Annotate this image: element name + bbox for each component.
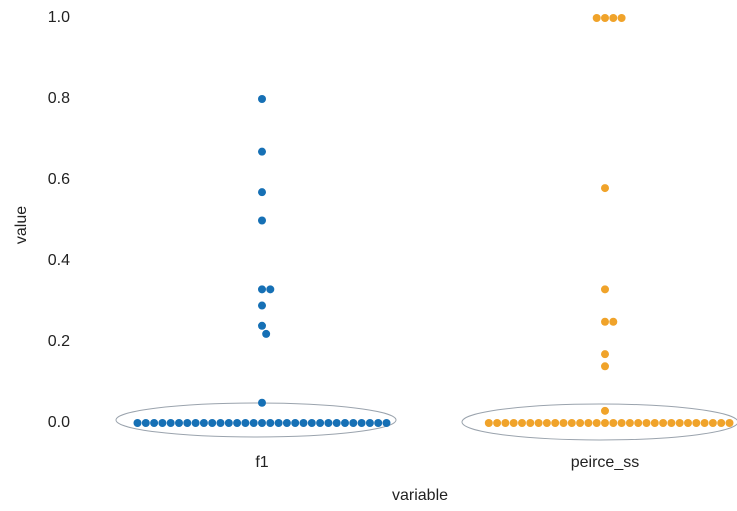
point	[258, 321, 266, 330]
point	[617, 419, 626, 427]
point	[700, 419, 709, 427]
point	[332, 419, 341, 427]
point	[158, 419, 167, 427]
point	[150, 419, 159, 427]
y-tick-label: 0.2	[48, 333, 70, 350]
point	[266, 285, 275, 294]
point	[708, 419, 717, 427]
point	[484, 419, 493, 427]
point	[501, 419, 510, 427]
point	[601, 406, 609, 415]
point	[258, 419, 266, 427]
point	[642, 419, 651, 427]
point	[534, 419, 543, 427]
point	[374, 419, 383, 427]
point	[299, 419, 308, 427]
point	[183, 419, 192, 427]
point	[208, 419, 217, 427]
point	[518, 419, 526, 427]
point	[382, 419, 391, 427]
point	[175, 419, 183, 427]
y-tick-label: 0.6	[48, 171, 70, 188]
point	[357, 419, 366, 427]
x-axis-label: variable	[392, 487, 448, 504]
point	[650, 419, 659, 427]
point	[601, 350, 609, 359]
point	[617, 14, 626, 22]
outline	[115, 402, 397, 438]
y-tick-label: 0.4	[48, 252, 70, 269]
point	[609, 419, 618, 427]
point	[233, 419, 242, 427]
point	[692, 419, 701, 427]
point	[493, 419, 502, 427]
point	[282, 419, 291, 427]
point	[717, 419, 726, 427]
point	[725, 419, 734, 427]
y-axis-label: value	[13, 206, 30, 244]
point	[526, 419, 535, 427]
point	[349, 419, 358, 427]
point	[542, 419, 551, 427]
x-tick-label: peirce_ss	[571, 454, 639, 471]
point	[224, 419, 233, 427]
point	[365, 419, 374, 427]
point	[592, 419, 601, 427]
point	[584, 419, 593, 427]
point	[258, 301, 266, 310]
point	[241, 419, 250, 427]
point	[316, 419, 325, 427]
point	[601, 14, 609, 22]
point	[609, 14, 618, 22]
point	[262, 329, 271, 338]
point	[258, 188, 266, 197]
point	[601, 362, 609, 371]
point	[634, 419, 643, 427]
point	[559, 419, 568, 427]
point	[601, 184, 609, 193]
y-tick-label: 0.0	[48, 414, 70, 431]
point	[166, 419, 175, 427]
point	[258, 398, 266, 407]
point	[567, 419, 576, 427]
point	[601, 317, 609, 326]
point	[258, 147, 266, 156]
point	[258, 216, 266, 225]
point	[609, 317, 618, 326]
point	[191, 419, 200, 427]
point	[509, 419, 518, 427]
point	[274, 419, 283, 427]
point	[625, 419, 634, 427]
point	[324, 419, 333, 427]
point	[675, 419, 684, 427]
point	[592, 14, 601, 22]
y-tick-label: 1.0	[48, 9, 70, 26]
point	[258, 95, 266, 103]
point	[249, 419, 258, 427]
point	[341, 419, 349, 427]
point	[199, 419, 208, 427]
point	[291, 419, 300, 427]
point	[551, 419, 560, 427]
y-tick-label: 0.8	[48, 90, 70, 107]
point	[601, 419, 609, 427]
point	[667, 419, 676, 427]
point	[258, 285, 266, 294]
outline	[461, 403, 737, 441]
point	[576, 419, 585, 427]
point	[307, 419, 316, 427]
point	[659, 419, 668, 427]
point	[141, 419, 150, 427]
x-tick-label: f1	[255, 454, 268, 471]
point	[266, 419, 275, 427]
point	[684, 419, 692, 427]
point	[216, 419, 225, 427]
point	[133, 419, 142, 427]
point	[601, 285, 609, 294]
